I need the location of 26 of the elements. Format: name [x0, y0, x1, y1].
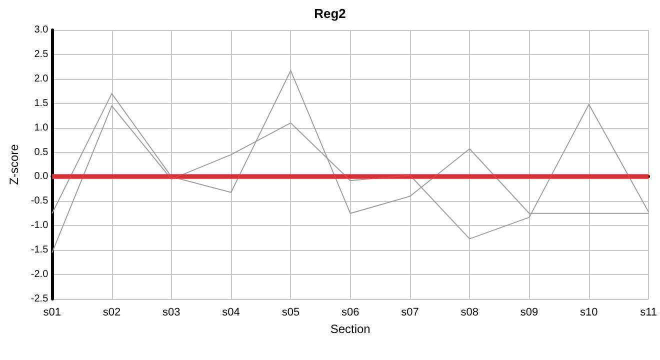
- x-tick-label: s05: [282, 306, 300, 318]
- y-tick-label: 1.5: [34, 98, 49, 109]
- x-tick-label: s06: [341, 306, 360, 318]
- y-tick-label: -0.5: [30, 196, 49, 207]
- x-tick-label: s09: [520, 306, 538, 318]
- y-tick-label: 0.0: [34, 171, 49, 182]
- x-tick-label: s08: [460, 306, 478, 318]
- x-tick-label: s01: [43, 306, 62, 318]
- y-tick-label: -2.5: [30, 294, 49, 304]
- x-axis-title: Section: [330, 322, 370, 336]
- y-tick-label: -1.0: [30, 220, 49, 232]
- y-tick-label: 3.0: [34, 24, 49, 36]
- y-tick-label: -2.0: [30, 269, 49, 280]
- y-tick-label: 2.0: [34, 73, 49, 84]
- y-tick-label: 2.5: [34, 48, 49, 60]
- x-tick-label: s07: [401, 306, 419, 318]
- x-tick-label: s02: [102, 306, 121, 318]
- x-tick-label: s04: [222, 306, 240, 318]
- y-tick-label: -1.5: [30, 244, 49, 256]
- y-tick-label: 0.5: [34, 146, 49, 158]
- x-tick-label: s10: [580, 306, 598, 318]
- y-axis-title: Z-score: [7, 144, 21, 185]
- y-tick-label: 1.0: [34, 122, 49, 134]
- x-tick-label: s11: [640, 306, 657, 318]
- x-tick-label: s03: [162, 306, 180, 318]
- chart-title: Reg2: [314, 6, 346, 21]
